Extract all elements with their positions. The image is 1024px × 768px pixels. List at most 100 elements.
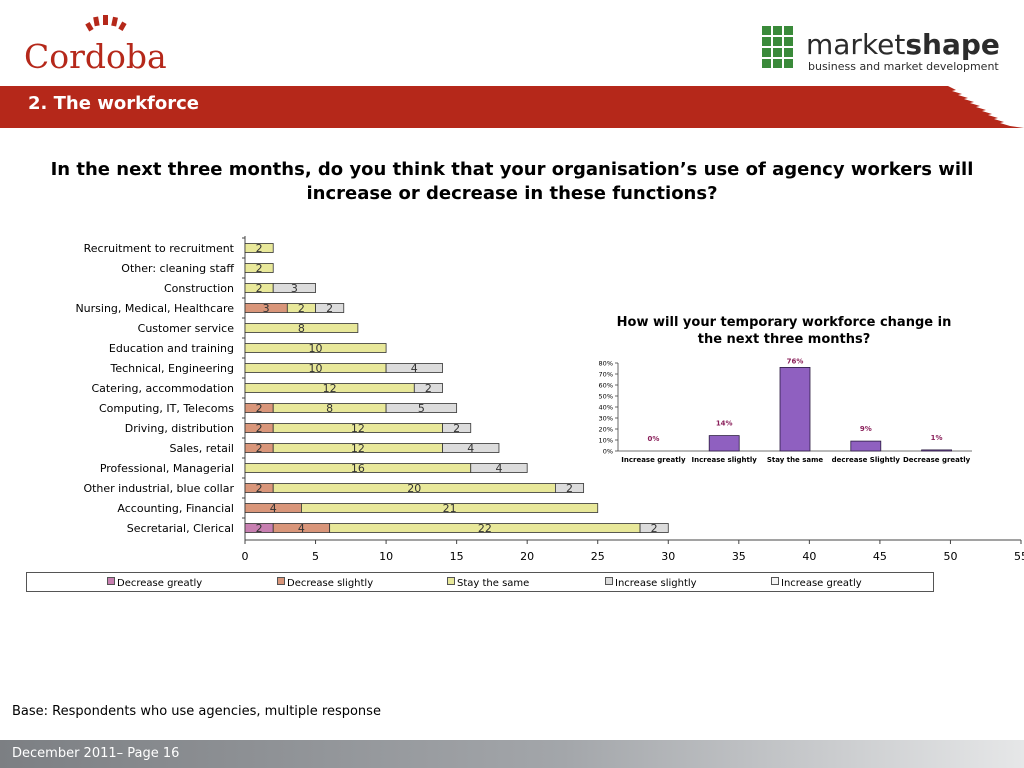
bar-segment-label: 20 <box>407 482 421 495</box>
marketshape-logo-grid <box>762 26 793 68</box>
bar-segment-label: 22 <box>478 522 492 535</box>
bar-segment-label: 8 <box>326 402 333 415</box>
legend-item: Decrease slightly <box>277 577 373 590</box>
legend-swatch <box>447 577 455 585</box>
bar-segment <box>385 403 458 413</box>
category-label: Construction <box>164 282 234 295</box>
mini-category-label: decrease Slightly <box>832 456 901 464</box>
marketshape-logo-text-a: market <box>806 28 905 61</box>
x-tick-label: 55 <box>1014 550 1024 563</box>
marketshape-logo: marketshape business and market developm… <box>762 26 1000 73</box>
bar-segment-label: 2 <box>256 262 263 275</box>
bar-segment-label: 2 <box>425 382 432 395</box>
legend-item: Decrease greatly <box>107 577 202 590</box>
bar-segment-label: 2 <box>256 522 263 535</box>
bar-segment-label: 2 <box>256 242 263 255</box>
mini-y-tick-label: 20% <box>599 426 613 434</box>
bar-segment-label: 4 <box>495 462 502 475</box>
x-tick-label: 5 <box>312 550 319 563</box>
bar-segment-label: 12 <box>323 382 337 395</box>
mini-y-tick-label: 80% <box>599 360 613 368</box>
bar-segment <box>385 363 443 373</box>
mini-bar-value-label: 9% <box>860 425 872 433</box>
question-heading: In the next three months, do you think t… <box>50 159 974 204</box>
legend-label: Increase greatly <box>781 578 862 589</box>
bar-segment-label: 4 <box>467 442 474 455</box>
bar-segment <box>272 283 316 293</box>
bar-segment <box>470 463 528 473</box>
mini-y-tick-label: 50% <box>599 393 613 401</box>
main-stacked-bar-chart: 0510152025303540455055Recruitment to rec… <box>75 236 1024 563</box>
bar-segment-label: 3 <box>291 282 298 295</box>
bar-segment-label: 8 <box>298 322 305 335</box>
bar-segment-label: 2 <box>298 302 305 315</box>
legend-swatch <box>107 577 115 585</box>
bar-segment-label: 12 <box>351 442 365 455</box>
bar-segment-label: 2 <box>256 402 263 415</box>
category-label: Driving, distribution <box>125 422 234 435</box>
bar-segment-label: 4 <box>411 362 418 375</box>
cordoba-logo-mark <box>85 15 127 32</box>
mini-chart-title: How will your temporary workforce change… <box>616 315 952 347</box>
category-label: Nursing, Medical, Healthcare <box>75 302 234 315</box>
bar-segment-label: 3 <box>263 302 270 315</box>
legend-item: Stay the same <box>447 577 529 590</box>
category-label: Computing, IT, Telecoms <box>99 402 234 415</box>
bar-segment-label: 4 <box>298 522 305 535</box>
mini-category-label: Increase slightly <box>692 456 758 464</box>
marketshape-logo-text: marketshape <box>806 28 1000 61</box>
bar-segment-label: 2 <box>326 302 333 315</box>
bar-segment-label: 2 <box>256 422 263 435</box>
mini-bar-chart: 0% 10% 20% 30% 40% 50% 60% 70% 80% 0% Increase gre… <box>599 357 972 464</box>
bar-segment-label: 2 <box>256 482 263 495</box>
mini-y-tick-label: 10% <box>599 437 613 445</box>
mini-category-label: Stay the same <box>767 456 824 464</box>
category-label: Secretarial, Clerical <box>127 522 234 535</box>
mini-bar-value-label: 1% <box>931 434 943 442</box>
category-label: Professional, Managerial <box>100 462 234 475</box>
mini-y-tick-label: 0% <box>603 448 613 456</box>
bar-segment-label: 21 <box>443 502 457 515</box>
mini-bar-value-label: 76% <box>787 357 804 365</box>
bar-segment-label: 2 <box>256 442 263 455</box>
mini-bar <box>779 366 811 452</box>
bar-segment <box>244 343 387 353</box>
x-tick-label: 50 <box>943 550 957 563</box>
mini-bar <box>850 440 882 452</box>
x-tick-label: 10 <box>379 550 393 563</box>
mini-y-tick-label: 30% <box>599 415 613 423</box>
bar-segment <box>244 243 274 253</box>
mini-bar <box>708 435 740 452</box>
legend-label: Stay the same <box>457 578 530 589</box>
footer-text: December 2011– Page 16 <box>12 746 180 761</box>
x-tick-label: 40 <box>802 550 816 563</box>
x-tick-label: 35 <box>732 550 746 563</box>
base-note: Base: Respondents who use agencies, mult… <box>12 704 381 719</box>
x-tick-label: 20 <box>520 550 534 563</box>
bar-segment <box>442 423 472 433</box>
mini-bar <box>921 449 953 452</box>
bar-segment-label: 10 <box>309 362 323 375</box>
mini-bar-value-label: 14% <box>716 420 733 428</box>
category-label: Other: cleaning staff <box>121 262 234 275</box>
bar-segment <box>301 503 599 513</box>
mini-category-label: Decrease greatly <box>903 456 971 464</box>
x-tick-label: 30 <box>661 550 675 563</box>
bar-segment <box>639 523 669 533</box>
mini-y-tick-label: 60% <box>599 382 613 390</box>
category-label: Technical, Engineering <box>109 362 234 375</box>
x-tick-label: 25 <box>591 550 605 563</box>
x-tick-label: 45 <box>873 550 887 563</box>
title-bar-saw-decoration <box>900 86 1024 128</box>
legend-swatch <box>277 577 285 585</box>
legend-swatch <box>771 577 779 585</box>
category-label: Customer service <box>138 322 235 335</box>
mini-bar-value-label: 0% <box>647 435 659 443</box>
section-title: 2. The workforce <box>28 93 199 114</box>
category-label: Recruitment to recruitment <box>84 242 235 255</box>
category-label: Education and training <box>109 342 234 355</box>
cordoba-logo-text: Cordoba <box>24 37 167 76</box>
legend-label: Decrease greatly <box>117 578 203 589</box>
bar-segment <box>315 303 345 313</box>
marketshape-logo-tagline: business and market development <box>808 60 999 73</box>
